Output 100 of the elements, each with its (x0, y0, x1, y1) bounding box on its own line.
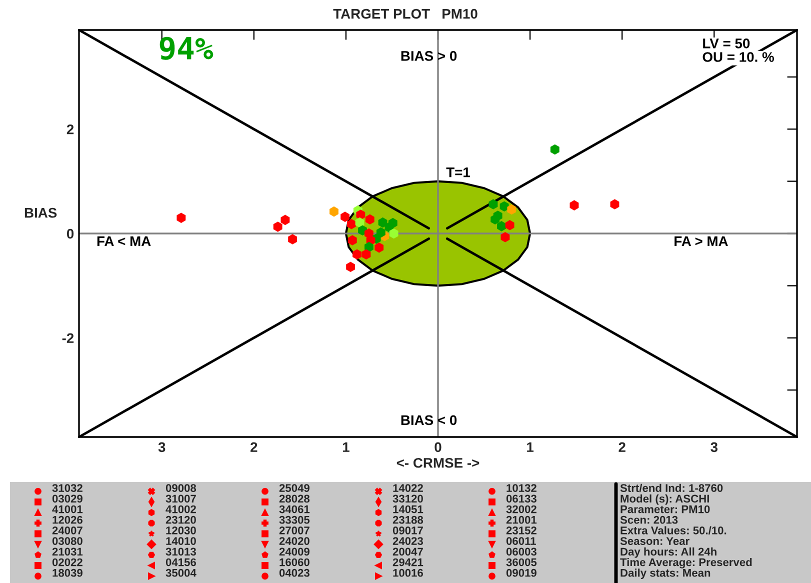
text: 35004 (166, 568, 196, 577)
x-tick-label: 2 (250, 442, 258, 452)
text: 23188 (392, 516, 424, 524)
text: 24009 (279, 548, 310, 556)
text: 23152 (506, 526, 536, 534)
text: Extra Values: 50./10. (620, 526, 726, 534)
text: Scen: 2013 (620, 516, 678, 524)
text: 09017 (392, 526, 423, 534)
point (374, 242, 384, 253)
point (330, 206, 338, 217)
point (365, 214, 374, 225)
point (176, 212, 186, 223)
text: 16060 (280, 558, 310, 566)
text: Season: Year (620, 537, 690, 545)
point (355, 217, 364, 228)
point (507, 204, 516, 215)
y-tick-label: 0 (66, 228, 74, 239)
point (280, 214, 290, 226)
point (273, 222, 282, 232)
y-axis-title: BIAS (24, 208, 57, 218)
annotation: LV = 50 (703, 38, 750, 48)
text: 14022 (393, 484, 423, 492)
text: Time Average: Preserved (620, 558, 752, 568)
point (388, 218, 398, 228)
point (570, 200, 579, 210)
text: 03080 (52, 537, 82, 545)
x-tick-label: 0 (434, 442, 442, 452)
point (389, 228, 398, 239)
text: 12026 (52, 516, 82, 524)
point (352, 249, 362, 260)
point (505, 220, 514, 230)
text: 33120 (392, 494, 423, 503)
text: Model (s): ASCHI (620, 494, 709, 505)
y-tick-label: -2 (62, 333, 74, 343)
text: 32002 (506, 505, 536, 514)
y-tick-label: 2 (66, 124, 74, 134)
text: 14010 (166, 537, 196, 545)
text: 21001 (506, 516, 537, 524)
annotation: OU = 10. % (702, 52, 774, 62)
x-tick-label: 3 (158, 442, 166, 452)
annotation: BIAS < 0 (401, 415, 457, 426)
point (364, 242, 374, 252)
annotation: T=1 (446, 168, 470, 178)
annotation: 94% (160, 36, 214, 60)
text: Day hours: All 24h (620, 547, 716, 558)
text: 24020 (279, 537, 310, 545)
x-tick-label: 1 (342, 442, 350, 452)
text: 12030 (166, 526, 196, 534)
text: 34061 (279, 505, 310, 514)
text: 28028 (279, 494, 310, 503)
text: 24023 (392, 537, 423, 545)
text: 21031 (52, 548, 83, 556)
point (356, 210, 366, 220)
text: 27007 (279, 526, 310, 534)
point (500, 201, 509, 212)
text: 09019 (506, 568, 536, 577)
annotation: FA > MA (674, 236, 728, 246)
point (610, 199, 620, 210)
text: 33305 (279, 516, 310, 524)
text: 25049 (279, 484, 310, 492)
text: 41001 (52, 505, 83, 514)
point (288, 234, 298, 244)
text: 06011 (506, 537, 536, 545)
annotation: FA < MA (97, 236, 151, 246)
point (347, 218, 356, 230)
text: 24007 (52, 526, 82, 534)
text: 04156 (166, 558, 196, 566)
point (550, 144, 560, 155)
text: 31007 (166, 494, 196, 503)
point (500, 232, 510, 242)
text: 31013 (166, 548, 196, 556)
text: 36005 (506, 558, 537, 566)
text: Parameter: PM10 (620, 505, 710, 514)
point (362, 249, 371, 260)
point (378, 217, 388, 228)
text: 41002 (166, 505, 196, 514)
text: 14051 (393, 505, 424, 514)
text: 10016 (393, 568, 423, 577)
point (346, 262, 356, 272)
annotation: BIAS > 0 (401, 51, 457, 61)
text: 29421 (392, 558, 424, 566)
point (340, 212, 350, 222)
text: 06133 (506, 494, 536, 503)
text: 18039 (52, 568, 82, 577)
text: 10132 (506, 484, 536, 492)
text: 31032 (52, 484, 82, 492)
text: 03029 (52, 494, 82, 503)
text: 06003 (506, 548, 536, 556)
x-tick-label: 3 (710, 442, 718, 452)
point (490, 214, 500, 225)
text: 04023 (279, 568, 310, 577)
text: 23120 (166, 516, 196, 524)
point (376, 227, 386, 238)
point (497, 221, 506, 232)
text: Daily stats: Mean (620, 568, 710, 579)
point (488, 199, 498, 210)
point (348, 235, 357, 246)
text: 02022 (52, 558, 82, 566)
chart-title: TARGET PLOT PM10 (333, 8, 478, 19)
x-tick-label: 2 (618, 442, 626, 452)
